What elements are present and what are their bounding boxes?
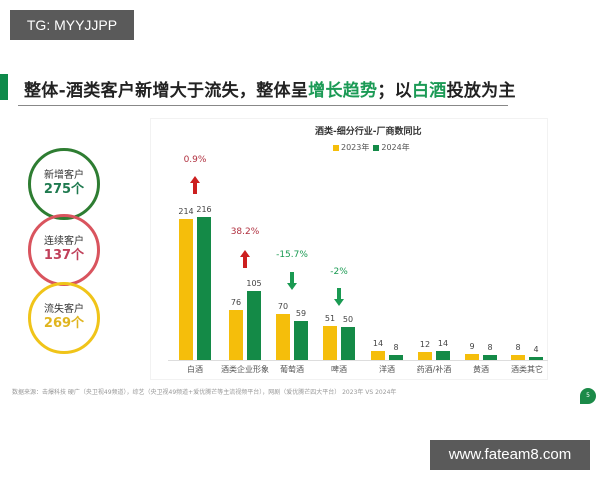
chart-legend: 2023年 2024年 xyxy=(333,142,410,153)
yoy-change-label: 38.2% xyxy=(230,227,260,237)
bar-2023 xyxy=(179,218,193,360)
bar-value-label: 8 xyxy=(487,342,493,352)
arrow-down-icon xyxy=(287,272,297,294)
kpi-circle: 流失客户 269个 xyxy=(28,282,100,354)
chart-title: 酒类-细分行业-厂商数同比 xyxy=(315,127,422,137)
bar-2024 xyxy=(436,350,450,360)
bar-value-label: 12 xyxy=(419,340,431,350)
bar-2023 xyxy=(418,352,432,360)
data-source-note: 数据来源：击爆科技 硬广（央卫视49频道），综艺（央卫视49频道+爱优腾芒等主流… xyxy=(12,389,397,396)
chart-baseline xyxy=(168,360,548,361)
bar-2023 xyxy=(229,309,243,360)
bar-value-label: 214 xyxy=(178,206,194,216)
category-label: 葡萄酒 xyxy=(280,365,304,374)
legend-item-2024: 2024年 xyxy=(373,142,410,153)
bar-value-label: 4 xyxy=(533,345,539,355)
category-label: 啤酒 xyxy=(331,365,347,374)
watermark-bottom: www.fateam8.com xyxy=(430,440,590,470)
category-label: 药酒/补酒 xyxy=(416,365,452,374)
bar-value-label: 51 xyxy=(324,314,336,324)
legend-item-2023: 2023年 xyxy=(333,142,369,153)
bar-value-label: 9 xyxy=(469,342,475,352)
watermark-top: TG: MYYJJPP xyxy=(10,10,134,40)
arrow-up-icon xyxy=(190,176,200,198)
arrow-up-icon xyxy=(240,250,250,272)
bar-2023 xyxy=(323,326,337,360)
title-highlight: 白酒 xyxy=(411,81,447,101)
title-text: 投放为主 xyxy=(446,81,516,101)
page-number-badge: 5 xyxy=(580,388,596,404)
bar-2023 xyxy=(511,354,525,360)
bar-2023 xyxy=(465,354,479,360)
kpi-value: 137个 xyxy=(43,248,85,263)
yoy-change-label: 0.9% xyxy=(183,155,207,165)
kpi-label: 连续客户 xyxy=(44,236,84,247)
category-label: 洋酒 xyxy=(379,365,395,374)
kpi-circle: 新增客户 275个 xyxy=(28,148,100,220)
chart-panel xyxy=(150,118,548,380)
bar-2024 xyxy=(483,354,497,360)
kpi-value: 275个 xyxy=(43,182,85,197)
bar-value-label: 70 xyxy=(277,301,289,311)
bar-2024 xyxy=(247,290,261,360)
title-highlight: 增长趋势 xyxy=(308,81,378,101)
arrow-down-icon xyxy=(334,288,344,310)
bar-value-label: 14 xyxy=(437,338,449,348)
category-label: 黄酒 xyxy=(473,365,489,374)
bar-2024 xyxy=(389,354,403,360)
bar-value-label: 216 xyxy=(196,205,212,215)
bar-2024 xyxy=(529,357,543,360)
bar-value-label: 76 xyxy=(230,297,242,307)
bar-value-label: 50 xyxy=(342,315,354,324)
kpi-circle: 连续客户 137个 xyxy=(28,214,100,286)
bar-value-label: 8 xyxy=(515,342,521,352)
title-accent-bar xyxy=(0,74,8,100)
bar-2024 xyxy=(197,217,211,360)
bar-2024 xyxy=(294,321,308,360)
bar-2023 xyxy=(371,350,385,360)
bar-2023 xyxy=(276,313,290,360)
yoy-change-label: -15.7% xyxy=(276,250,308,260)
bar-value-label: 14 xyxy=(372,338,384,348)
kpi-value: 269个 xyxy=(43,316,85,331)
title-divider xyxy=(18,105,508,106)
title-text: 整体-酒类客户新增大于流失，整体呈 xyxy=(24,81,309,101)
title-text: ；以 xyxy=(377,81,412,101)
bar-value-label: 59 xyxy=(295,309,307,319)
bar-value-label: 105 xyxy=(246,278,262,288)
bar-2024 xyxy=(341,327,355,360)
page-title: 整体-酒类客户新增大于流失，整体呈增长趋势；以白酒投放为主 xyxy=(24,76,516,101)
category-label: 白酒 xyxy=(187,365,203,374)
yoy-change-label: -2% xyxy=(330,267,348,277)
kpi-label: 新增客户 xyxy=(44,170,84,181)
bar-value-label: 8 xyxy=(393,342,399,352)
category-label: 酒类企业形象 xyxy=(221,365,269,374)
kpi-label: 流失客户 xyxy=(44,304,84,315)
category-label: 酒类其它 xyxy=(511,365,543,374)
